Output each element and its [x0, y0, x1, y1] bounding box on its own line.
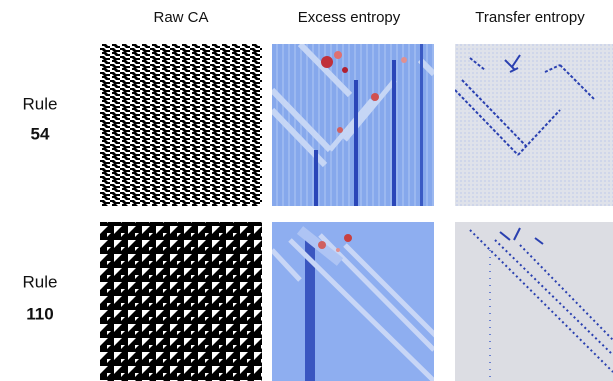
row-label: Rule: [23, 94, 58, 113]
ca-image: [100, 44, 262, 206]
row-rule: 110: [26, 304, 53, 323]
transfer-entropy-image: [455, 44, 613, 206]
column-header: Raw CA: [153, 9, 208, 26]
figure: Raw CA Excess entropy Transfer entropy R…: [0, 0, 613, 381]
ca-image: [100, 222, 262, 381]
excess-entropy-image: [272, 44, 434, 206]
row-label: Rule: [23, 272, 58, 291]
row-rule: 54: [31, 124, 50, 143]
page: Raw CA Excess entropy Transfer entropy R…: [0, 0, 613, 381]
column-header: Excess entropy: [298, 9, 401, 26]
column-header: Transfer entropy: [475, 9, 585, 26]
transfer-entropy-image: [455, 222, 613, 381]
excess-entropy-image: [272, 222, 440, 381]
